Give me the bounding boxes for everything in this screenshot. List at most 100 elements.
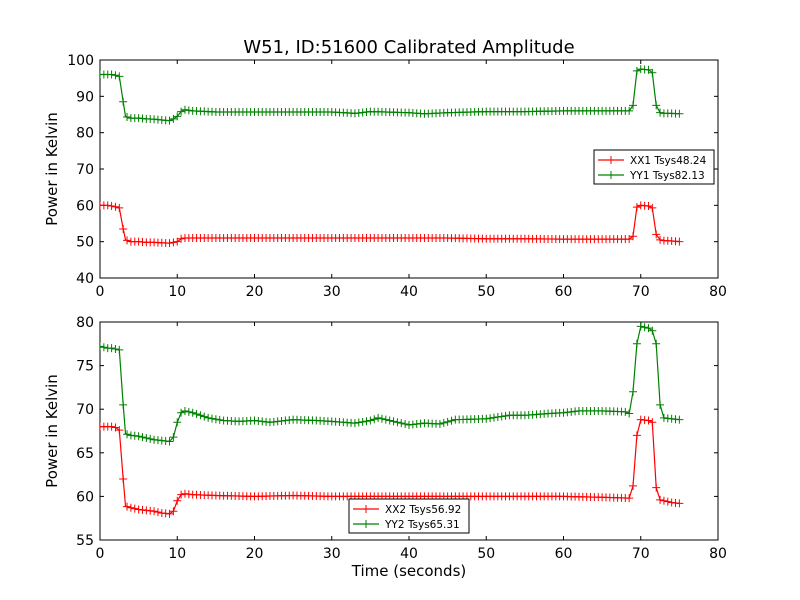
data-point	[629, 101, 638, 110]
data-point	[208, 414, 217, 423]
data-point	[397, 419, 406, 428]
y-tick-label: 50	[76, 235, 94, 251]
data-point	[629, 387, 638, 396]
x-tick-label: 0	[96, 546, 105, 562]
data-point	[165, 239, 174, 248]
data-point	[196, 411, 205, 420]
legend-box	[348, 498, 470, 534]
y-tick-label: 65	[76, 446, 94, 462]
data-point	[656, 495, 665, 504]
data-point	[215, 415, 224, 424]
data-point	[675, 237, 684, 246]
data-point	[629, 232, 638, 241]
x-tick-label: 20	[246, 284, 264, 300]
data-point	[134, 432, 143, 441]
x-tick-label: 70	[632, 284, 650, 300]
data-point	[385, 416, 394, 425]
data-point	[439, 418, 448, 427]
data-point	[447, 416, 456, 425]
data-point	[362, 417, 371, 426]
legend-swatch-marker	[362, 520, 370, 528]
series-1	[100, 415, 684, 518]
data-point	[648, 418, 657, 427]
data-point	[370, 415, 379, 424]
data-point	[652, 101, 661, 110]
legend-entry-label: YY2 Tsys65.31	[384, 519, 460, 531]
data-point	[435, 420, 444, 429]
data-point	[123, 236, 132, 245]
x-tick-label: 70	[632, 546, 650, 562]
data-point	[119, 224, 128, 233]
bottom-plot: 0 10 20 30 40 50 60 70 80 55 60 65 70 75 80 Power in Ke…	[43, 315, 727, 580]
data-point	[632, 203, 641, 212]
data-point	[482, 414, 491, 423]
x-tick-label: 10	[168, 284, 186, 300]
legend-swatch-marker	[607, 156, 615, 164]
data-point	[625, 409, 634, 418]
data-point	[169, 238, 178, 247]
y-tick-label: 60	[76, 198, 94, 214]
data-point	[107, 422, 116, 431]
data-point	[100, 342, 104, 351]
y-tick-label: 100	[67, 53, 94, 69]
data-point	[173, 418, 182, 427]
data-point	[115, 345, 124, 354]
legend: XX2 Tsys56.92 YY2 Tsys65.31	[348, 498, 470, 534]
data-point	[358, 417, 367, 426]
y-tick-label: 60	[76, 489, 94, 505]
data-point	[123, 430, 132, 439]
x-tick-label: 50	[477, 284, 495, 300]
data-point	[142, 433, 151, 442]
data-point	[644, 416, 653, 425]
legend-box	[593, 149, 715, 185]
data-point	[636, 322, 645, 331]
data-point	[177, 234, 186, 243]
data-point	[119, 474, 128, 483]
x-tick-label: 0	[96, 284, 105, 300]
legend-swatch-marker	[607, 171, 615, 179]
legend: XX1 Tsys48.24 YY1 Tsys82.13	[593, 149, 715, 185]
y-axis-label: Power in Kelvin	[43, 374, 61, 488]
y-tick-label: 90	[76, 89, 94, 105]
data-point	[111, 202, 120, 211]
data-point	[493, 413, 502, 422]
series-2	[100, 65, 684, 125]
data-point	[177, 107, 186, 116]
data-point	[632, 66, 641, 75]
x-tick-label: 30	[323, 546, 341, 562]
data-point	[115, 426, 124, 435]
data-point	[184, 106, 193, 115]
data-point	[652, 339, 661, 348]
data-point	[126, 503, 135, 512]
data-point	[200, 412, 209, 421]
x-tick-label: 60	[555, 546, 573, 562]
data-point	[103, 201, 112, 210]
data-point	[644, 202, 653, 211]
y-tick-label: 70	[76, 162, 94, 178]
x-tick-label: 10	[168, 546, 186, 562]
data-point	[130, 504, 139, 513]
data-point	[656, 235, 665, 244]
y-tick-label: 55	[76, 533, 94, 549]
figure-title: W51, ID:51600 Calibrated Amplitude	[243, 37, 574, 58]
data-point	[177, 408, 186, 417]
data-point	[632, 339, 641, 348]
x-tick-label: 40	[400, 284, 418, 300]
data-point	[111, 71, 120, 80]
data-point	[153, 508, 162, 517]
data-point	[188, 408, 197, 417]
data-point	[366, 416, 375, 425]
data-point	[381, 415, 390, 424]
data-point	[184, 407, 193, 416]
data-point	[115, 72, 124, 81]
data-point	[486, 414, 495, 423]
data-point	[648, 203, 657, 212]
data-point	[119, 97, 128, 106]
x-tick-label: 80	[709, 284, 727, 300]
y-axis-label: Power in Kelvin	[43, 112, 61, 226]
data-point	[165, 116, 174, 125]
x-tick-label: 30	[323, 284, 341, 300]
data-point	[625, 494, 634, 503]
data-point	[173, 496, 182, 505]
data-point	[489, 413, 498, 422]
